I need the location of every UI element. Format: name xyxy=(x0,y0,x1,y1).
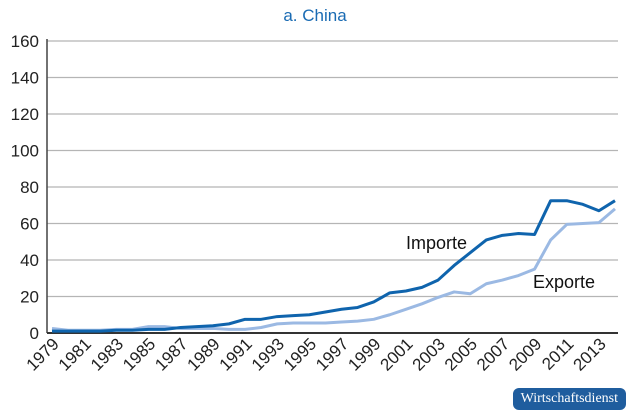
publisher-logo: Wirtschaftsdienst xyxy=(512,388,626,410)
x-tick-label: 1993 xyxy=(248,334,288,374)
x-tick-label: 2011 xyxy=(538,334,577,373)
chart-title: a. China xyxy=(283,6,347,25)
y-tick-label: 60 xyxy=(20,215,39,234)
series-line-exporte xyxy=(51,207,616,332)
x-tick-label: 2005 xyxy=(441,334,481,374)
x-tick-label: 2001 xyxy=(377,334,417,374)
y-tick-label: 160 xyxy=(11,32,39,51)
x-tick-label: 2007 xyxy=(473,334,513,374)
x-tick-label: 2009 xyxy=(505,334,545,374)
x-tick-label: 1983 xyxy=(87,334,127,374)
x-tick-label: 1985 xyxy=(119,334,159,374)
y-tick-label: 0 xyxy=(30,324,39,343)
x-tick-label: 1987 xyxy=(151,334,191,374)
x-tick-label: 1981 xyxy=(55,334,95,374)
y-tick-label: 40 xyxy=(20,251,39,270)
x-tick-label: 2013 xyxy=(570,334,610,374)
x-tick-label: 2003 xyxy=(409,334,449,374)
x-tick-label: 1997 xyxy=(312,334,352,374)
y-tick-label: 120 xyxy=(11,105,39,124)
x-tick-label: 1989 xyxy=(184,334,224,374)
y-tick-label: 140 xyxy=(11,69,39,88)
x-tick-label: 1995 xyxy=(280,334,320,374)
x-tick-label: 1991 xyxy=(216,334,256,374)
series-label-exporte: Exporte xyxy=(533,272,595,292)
y-tick-label: 100 xyxy=(11,142,39,161)
series-label-importe: Importe xyxy=(406,233,467,253)
series-line-importe xyxy=(52,199,616,333)
y-tick-label: 80 xyxy=(20,178,39,197)
y-tick-label: 20 xyxy=(20,288,39,307)
x-tick-label: 1999 xyxy=(344,334,384,374)
